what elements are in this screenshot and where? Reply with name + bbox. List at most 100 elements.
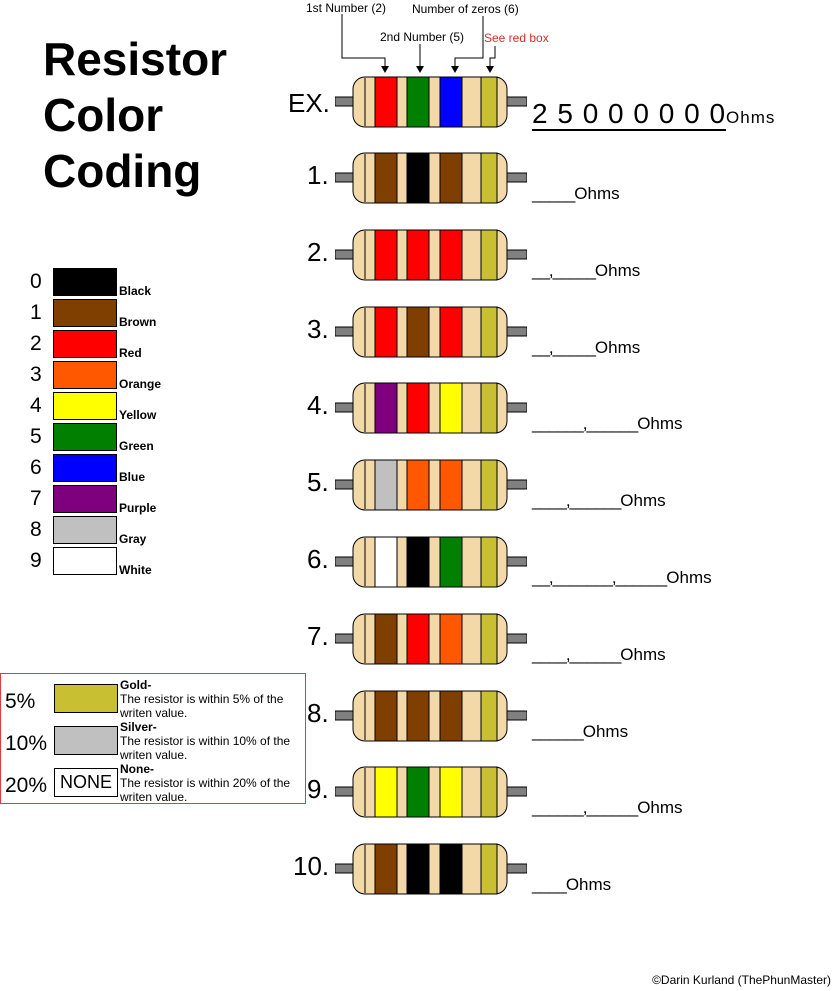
tolerance-name: Gold- xyxy=(120,678,152,692)
answer-blank[interactable]: ______,______Ohms xyxy=(532,798,683,818)
resistor-label: EX. xyxy=(288,88,330,118)
color-name: Red xyxy=(119,346,142,360)
blank-line: _____ xyxy=(532,184,575,203)
color-swatch xyxy=(53,454,117,482)
blank-line: ____,______ xyxy=(532,491,621,511)
resistor-lead-right xyxy=(506,556,527,567)
color-swatch xyxy=(53,361,117,389)
band-orange xyxy=(439,613,463,665)
band-gold xyxy=(480,843,498,895)
band-gold xyxy=(480,613,498,665)
answer-blank[interactable]: ______,______Ohms xyxy=(532,414,683,434)
band-purple xyxy=(374,382,398,434)
code-digit: 8 xyxy=(30,518,42,541)
answer-blank[interactable]: __,_______,______Ohms xyxy=(532,568,712,588)
resistor-graphic xyxy=(335,152,527,204)
color-name: Green xyxy=(119,439,154,453)
resistor-item: 2. __,_____Ohms xyxy=(285,227,837,287)
band-white xyxy=(374,536,398,588)
resistor-lead-left xyxy=(335,172,354,183)
resistor-graphic xyxy=(335,76,527,128)
tolerance-row: 10% Silver- The resistor is within 10% of … xyxy=(1,720,307,762)
resistor-graphic xyxy=(335,229,527,281)
resistor-lead-left xyxy=(335,326,354,337)
color-name: Yellow xyxy=(119,408,157,422)
band-red xyxy=(439,229,463,281)
resistor-item: 4. ______,______Ohms xyxy=(285,380,837,440)
second-number-label: 2nd Number (5) xyxy=(380,30,465,44)
band-brown xyxy=(374,613,398,665)
color-name: Purple xyxy=(119,501,157,515)
copyright-footer: ©Darin Kurland (ThePhunMaster) xyxy=(652,973,831,987)
code-digit: 3 xyxy=(30,363,42,386)
answer-unit: Ohms xyxy=(574,184,620,203)
resistor-label: 9. xyxy=(307,774,329,805)
resistor-lead-left xyxy=(335,402,354,413)
tolerance-name: Silver- xyxy=(120,720,157,734)
band-brown xyxy=(374,843,398,895)
answer-blank[interactable]: ____,______Ohms xyxy=(532,491,666,511)
band-brown xyxy=(439,690,463,742)
answer-unit: Ohms xyxy=(637,798,683,818)
code-digit: 9 xyxy=(30,549,42,572)
band-red xyxy=(406,229,430,281)
code-digit: 7 xyxy=(30,487,42,510)
resistor-lead-left xyxy=(335,556,354,567)
resistor-item: 5. ____,______Ohms xyxy=(285,457,837,517)
blank-line: __,_______,______ xyxy=(532,568,667,587)
resistor-lead-right xyxy=(506,710,527,721)
band-green xyxy=(406,766,430,818)
color-swatch xyxy=(53,268,117,296)
resistor-graphic xyxy=(335,690,527,742)
answer-blank[interactable]: __,_____Ohms xyxy=(532,338,640,358)
tolerance-row: 5% Gold- The resistor is within 5% of the … xyxy=(1,678,307,720)
resistor-lead-left xyxy=(335,479,354,490)
resistor-lead-left xyxy=(335,786,354,797)
color-swatch xyxy=(53,392,117,420)
answer-unit: Ohms xyxy=(666,568,712,587)
example-resistor: EX. 2 5 0 0 0 0 0 0Ohms xyxy=(285,74,837,134)
band-yellow xyxy=(374,766,398,818)
code-digit: 2 xyxy=(30,332,42,355)
example-answer: 2 5 0 0 0 0 0 0Ohms xyxy=(532,98,775,131)
band-gold xyxy=(480,306,498,358)
tolerance-percent: 20% xyxy=(5,774,48,797)
blank-line: ____ xyxy=(532,875,567,895)
answer-blank[interactable]: ______Ohms xyxy=(532,722,628,742)
resistor-item: 10. ____Ohms xyxy=(285,841,837,901)
band-black xyxy=(406,152,430,204)
band-gold xyxy=(480,536,498,588)
color-name: Gray xyxy=(119,532,147,546)
resistor-lead-left xyxy=(335,96,354,107)
resistor-item: 9. ______,______Ohms xyxy=(285,764,837,824)
band-yellow xyxy=(439,382,463,434)
blank-line: ______ xyxy=(532,721,584,741)
band-red xyxy=(406,382,430,434)
answer-unit: Ohms xyxy=(620,491,666,511)
color-swatch xyxy=(53,516,117,544)
answer-blank[interactable]: __,_____Ohms xyxy=(532,261,640,281)
resistor-label: 5. xyxy=(307,467,329,498)
blank-line: __,_____ xyxy=(532,337,596,357)
tolerance-row: 20% NONE None- The resistor is within 20% o… xyxy=(1,762,307,804)
band-orange xyxy=(439,459,463,511)
color-name: Blue xyxy=(119,470,146,484)
band-blue xyxy=(439,76,463,128)
resistor-lead-left xyxy=(335,249,354,260)
blank-line: ______,______ xyxy=(532,414,638,434)
resistor-graphic xyxy=(335,613,527,665)
number-of-zeros-label: Number of zeros (6) xyxy=(412,2,519,16)
answer-blank[interactable]: _____Ohms xyxy=(532,184,620,204)
color-swatch xyxy=(53,423,117,451)
resistor-graphic xyxy=(335,536,527,588)
resistor-label: 6. xyxy=(307,544,329,574)
answer-blank[interactable]: ____,______Ohms xyxy=(532,645,666,665)
answer-blank[interactable]: ____Ohms xyxy=(532,875,611,895)
resistor-graphic xyxy=(335,843,527,895)
resistor-lead-left xyxy=(335,633,354,644)
resistor-lead-right xyxy=(506,96,527,107)
resistor-lead-right xyxy=(506,326,527,337)
band-gray xyxy=(374,459,398,511)
band-brown xyxy=(374,690,398,742)
tolerance-description: Silver- The resistor is within 10% of the… xyxy=(120,720,310,762)
